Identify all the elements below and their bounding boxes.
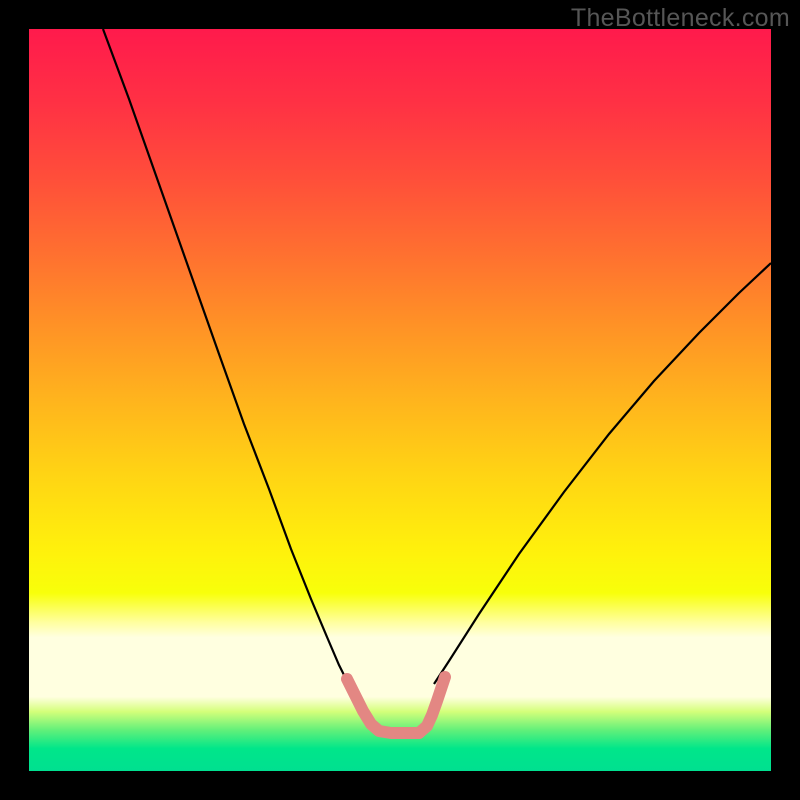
chart-plot <box>29 29 771 771</box>
watermark-text: TheBottleneck.com <box>571 4 790 33</box>
chart-frame: TheBottleneck.com <box>0 0 800 800</box>
